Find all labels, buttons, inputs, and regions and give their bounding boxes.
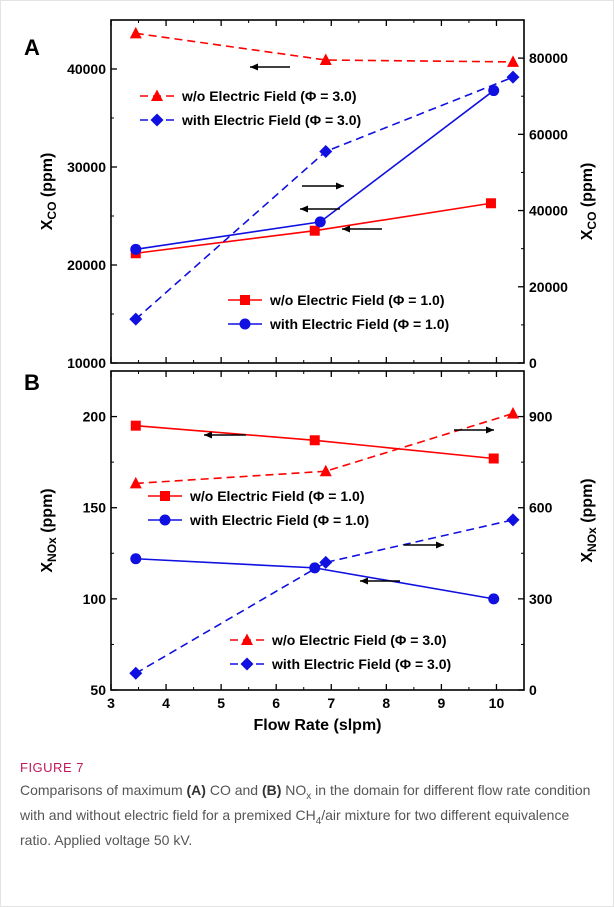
y-tick-label: 30000 xyxy=(67,159,106,175)
y-axis-label: XCO (ppm) xyxy=(39,153,59,231)
circle-marker xyxy=(239,318,251,330)
diamond-marker xyxy=(129,312,143,326)
triangle-marker xyxy=(129,26,142,39)
axis-indicator-arrow-head xyxy=(300,205,308,213)
axis-indicator-arrow-head xyxy=(360,577,368,585)
legend-entry-label: w/o Electric Field (Φ = 3.0) xyxy=(271,632,447,648)
y-axis-label: XNOx (ppm) xyxy=(39,488,59,572)
panel-a-chart: A 10000 20000 30000 40000 0 20000 40000 60000 800… xyxy=(24,19,599,371)
square-marker xyxy=(309,225,320,236)
triangle-marker xyxy=(151,89,163,101)
square-marker xyxy=(160,491,170,501)
triangle-marker xyxy=(241,633,253,645)
panel-b-chart: B 3 4 5 6 7 8 9 10 50 100 150 200 0 300 600 900 XNOx (ppm… xyxy=(24,370,599,734)
legend-entry-label: with Electric Field (Φ = 3.0) xyxy=(271,656,451,672)
y-tick-label: 20000 xyxy=(67,257,106,273)
circle-marker xyxy=(488,593,500,605)
caption-part: CO and xyxy=(205,782,262,798)
y2-tick-label: 0 xyxy=(529,355,537,371)
legend-entry-label: w/o Electric Field (Φ = 1.0) xyxy=(269,292,445,308)
caption-part: /air mixture for two different equivalen… xyxy=(20,806,570,848)
plot-frame xyxy=(110,19,525,364)
y-tick-label: 10000 xyxy=(67,355,106,371)
x-tick-label: 6 xyxy=(272,695,280,711)
y2-tick-label: 300 xyxy=(529,591,553,607)
legend-entry-label: with Electric Field (Φ = 1.0) xyxy=(269,316,449,332)
panel-letter: B xyxy=(24,370,40,395)
y-axis-label: XCO (ppm) xyxy=(579,163,599,241)
caption-subscript: x xyxy=(306,790,312,802)
diamond-marker xyxy=(129,666,143,680)
circle-marker xyxy=(314,216,326,228)
circle-marker xyxy=(309,562,321,574)
y-tick-label: 200 xyxy=(83,409,107,425)
axis-indicator-arrow-head xyxy=(336,182,344,190)
y2-tick-label: 80000 xyxy=(529,50,568,66)
caption-panel-a-ref: (A) xyxy=(186,782,206,798)
circle-marker xyxy=(130,553,142,565)
legend-entry-label: with Electric Field (Φ = 3.0) xyxy=(181,112,361,128)
triangle-marker xyxy=(319,464,332,477)
y2-tick-label: 20000 xyxy=(529,279,568,295)
diamond-marker xyxy=(150,113,164,127)
x-tick-label: 9 xyxy=(438,695,446,711)
x-tick-label: 4 xyxy=(162,695,170,711)
y-tick-label: 50 xyxy=(90,682,106,698)
x-tick-label: 8 xyxy=(382,695,390,711)
panel-letter: A xyxy=(24,35,40,60)
square-marker xyxy=(240,295,250,305)
y-tick-label: 40000 xyxy=(67,61,106,77)
square-marker xyxy=(485,198,496,209)
legend-entry-label: w/o Electric Field (Φ = 1.0) xyxy=(189,488,365,504)
caption-part: in the domain for different flow rate co… xyxy=(20,782,591,823)
circle-marker xyxy=(159,514,171,526)
caption-part: NO xyxy=(281,782,307,798)
y-tick-label: 150 xyxy=(83,500,107,516)
legend-entry-label: with Electric Field (Φ = 1.0) xyxy=(189,512,369,528)
y2-tick-label: 40000 xyxy=(529,203,568,219)
diamond-marker xyxy=(506,70,520,84)
caption-panel-b-ref: (B) xyxy=(261,782,282,798)
caption-subscript: 4 xyxy=(315,815,322,827)
figure-caption: FIGURE 7 Comparisons of maximum (A) CO a… xyxy=(20,760,595,850)
axis-indicator-arrow-head xyxy=(342,225,350,233)
triangle-marker xyxy=(129,476,142,489)
y2-tick-label: 0 xyxy=(529,682,537,698)
plot-frame xyxy=(110,370,525,691)
y2-tick-label: 600 xyxy=(529,500,553,516)
x-tick-label: 10 xyxy=(489,695,505,711)
circle-marker xyxy=(488,85,500,97)
y-tick-label: 100 xyxy=(83,591,107,607)
axis-indicator-arrow-head xyxy=(436,541,444,549)
diamond-marker xyxy=(319,555,333,569)
series-line xyxy=(135,519,514,674)
axis-indicator-arrow-head xyxy=(204,431,212,439)
axis-indicator-arrow-head xyxy=(486,426,494,434)
y-axis-label: XNOx (ppm) xyxy=(579,478,599,562)
y2-tick-label: 60000 xyxy=(529,126,568,142)
caption-part: Comparisons of maximum xyxy=(20,782,187,798)
figure-label: FIGURE 7 xyxy=(20,760,84,775)
square-marker xyxy=(488,453,499,464)
legend-entry-label: w/o Electric Field (Φ = 3.0) xyxy=(181,88,357,104)
x-tick-label: 3 xyxy=(107,695,115,711)
diamond-marker xyxy=(240,657,254,671)
diamond-marker xyxy=(319,144,333,158)
series-line xyxy=(135,32,513,63)
axis-indicator-arrow-head xyxy=(250,63,258,71)
x-axis-label: Flow Rate (slpm) xyxy=(253,717,381,734)
y2-tick-label: 900 xyxy=(529,409,553,425)
triangle-marker xyxy=(506,407,519,419)
triangle-marker xyxy=(506,55,519,67)
circle-marker xyxy=(130,243,142,255)
x-tick-label: 7 xyxy=(327,695,335,711)
caption-text: Comparisons of maximum (A) CO and (B) NO… xyxy=(20,781,595,850)
square-marker xyxy=(309,435,320,446)
triangle-marker xyxy=(319,53,332,66)
x-tick-label: 5 xyxy=(217,695,225,711)
diamond-marker xyxy=(506,513,520,527)
square-marker xyxy=(130,420,141,431)
